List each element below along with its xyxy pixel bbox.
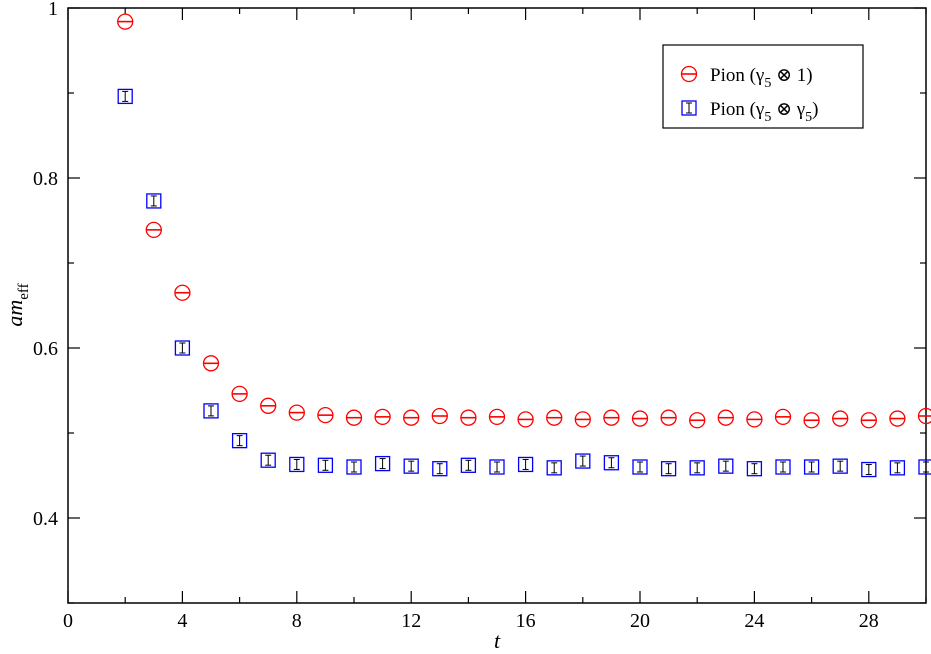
legend-marker: [681, 100, 697, 116]
y-tick-label: 1: [48, 0, 58, 20]
x-tick-label: 28: [859, 610, 879, 632]
legend-label: Pion (γ5 ⊗ 1): [710, 65, 813, 91]
data-point: [775, 459, 791, 475]
plot-frame: [67, 7, 927, 604]
y-tick-label: 0.6: [33, 338, 58, 360]
data-point: [832, 458, 848, 474]
data-point: [317, 457, 334, 473]
data-point: [689, 460, 705, 476]
y-axis-title: ameff: [2, 283, 32, 326]
data-point: [918, 459, 931, 475]
x-tick-label: 16: [516, 610, 536, 632]
data-point: [403, 458, 419, 474]
data-point: [632, 459, 648, 475]
y-tick-label: 0.8: [33, 168, 58, 190]
x-tick-label: 24: [744, 610, 764, 632]
x-tick-label: 4: [177, 610, 187, 632]
x-axis-ticks: 0 4 8 12 16 20 24 28: [63, 8, 927, 632]
data-series-layer: [117, 13, 931, 478]
legend-label: Pion (γ5 ⊗ γ5): [710, 99, 818, 125]
data-point: [460, 457, 477, 473]
data-point: [260, 452, 276, 468]
data-point: [289, 456, 305, 473]
legend: Pion (γ5 ⊗ 1) Pion (γ5 ⊗ γ5): [662, 44, 864, 129]
data-point: [803, 459, 820, 475]
data-point: [603, 455, 620, 471]
y-tick-label: 0.4: [33, 508, 58, 530]
x-tick-label: 20: [630, 610, 650, 632]
x-axis-title: t: [494, 628, 501, 653]
data-point: [517, 456, 534, 473]
data-point: [746, 461, 763, 477]
data-point: [374, 455, 391, 472]
y-axis-title-subscript: eff: [16, 283, 32, 299]
data-point: [146, 193, 162, 209]
y-axis-title-main: am: [2, 300, 27, 327]
data-point: [546, 460, 562, 476]
data-point: [861, 461, 877, 478]
data-point: [432, 461, 448, 477]
data-point: [203, 403, 219, 419]
data-point: [660, 461, 677, 477]
data-point: [889, 460, 906, 476]
series-pion-gamma5-1: [117, 13, 931, 429]
data-point: [575, 453, 591, 469]
data-point: [346, 459, 362, 475]
data-point: [117, 88, 133, 105]
y-axis-ticks: 0.4 0.6 0.8 1: [33, 0, 926, 604]
data-point: [718, 458, 734, 474]
data-point: [231, 432, 248, 449]
data-point: [174, 340, 191, 356]
x-tick-label: 8: [292, 610, 302, 632]
data-point: [489, 459, 505, 475]
x-tick-label: 12: [401, 610, 421, 632]
series-pion-gamma5-gamma5: [117, 88, 931, 478]
x-tick-label: 0: [63, 610, 73, 632]
